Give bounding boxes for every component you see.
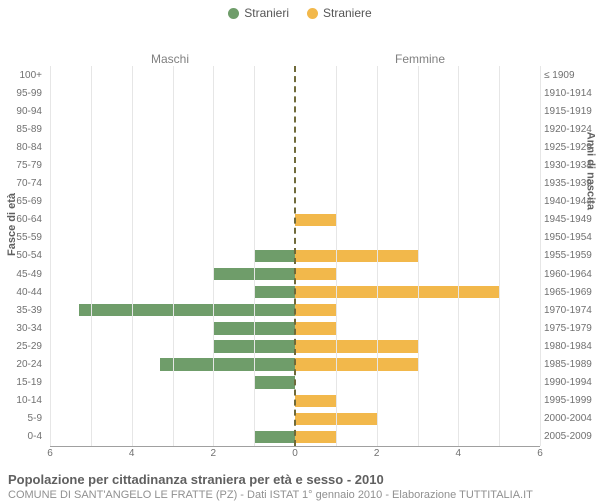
swatch-female <box>307 8 318 19</box>
bar-male <box>79 304 295 316</box>
x-axis-ticks: 6 4 2 0 2 4 6 <box>50 448 540 462</box>
bar-female <box>295 395 336 407</box>
bar-female <box>295 250 418 262</box>
y-label-age: 55-59 <box>0 229 46 247</box>
legend-item-male: Stranieri <box>228 6 289 20</box>
y-label-birth: 1970-1974 <box>540 301 596 319</box>
legend: Stranieri Straniere <box>0 0 600 20</box>
y-label-age: 25-29 <box>0 337 46 355</box>
y-label-birth: 1985-1989 <box>540 356 596 374</box>
swatch-male <box>228 8 239 19</box>
bar-female <box>295 340 418 352</box>
grid-line <box>91 66 92 446</box>
y-label-age: 70-74 <box>0 175 46 193</box>
x-tick-label: 4 <box>129 448 135 459</box>
y-label-birth: 1925-1929 <box>540 138 596 156</box>
plot-area <box>50 66 540 447</box>
y-label-age: 10-14 <box>0 392 46 410</box>
y-label-birth: 1975-1979 <box>540 319 596 337</box>
y-label-age: 90-94 <box>0 102 46 120</box>
y-label-birth: 1920-1924 <box>540 120 596 138</box>
y-label-birth: 2000-2004 <box>540 410 596 428</box>
x-tick-label: 0 <box>292 448 298 459</box>
y-label-age: 50-54 <box>0 247 46 265</box>
y-label-birth: 2005-2009 <box>540 428 596 446</box>
grid-line <box>458 66 459 446</box>
bar-female <box>295 431 336 443</box>
y-label-age: 80-84 <box>0 138 46 156</box>
y-label-age: 85-89 <box>0 120 46 138</box>
grid-line <box>213 66 214 446</box>
y-label-age: 30-34 <box>0 319 46 337</box>
bar-male <box>254 431 295 443</box>
y-label-age: 45-49 <box>0 265 46 283</box>
y-label-age: 60-64 <box>0 211 46 229</box>
x-tick-label: 2 <box>211 448 217 459</box>
y-label-birth: 1995-1999 <box>540 392 596 410</box>
y-label-birth: 1960-1964 <box>540 265 596 283</box>
x-tick-label: 6 <box>47 448 53 459</box>
grid-line <box>499 66 500 446</box>
grid-line <box>418 66 419 446</box>
grid-line <box>173 66 174 446</box>
legend-item-female: Straniere <box>307 6 372 20</box>
y-label-birth: 1990-1994 <box>540 374 596 392</box>
bar-female <box>295 286 499 298</box>
bar-male <box>254 376 295 388</box>
y-label-age: 0-4 <box>0 428 46 446</box>
bar-male <box>160 358 295 370</box>
y-label-birth: 1910-1914 <box>540 84 596 102</box>
grid-line <box>50 66 51 446</box>
bar-male <box>254 286 295 298</box>
footer-subtitle: COMUNE DI SANT'ANGELO LE FRATTE (PZ) - D… <box>8 489 592 501</box>
center-line <box>294 66 296 446</box>
bar-male <box>254 250 295 262</box>
grid-line <box>540 66 541 446</box>
grid-line <box>336 66 337 446</box>
y-label-birth: 1945-1949 <box>540 211 596 229</box>
y-labels-age: 100+95-9990-9485-8980-8475-7970-7465-696… <box>0 66 46 446</box>
bar-female <box>295 304 336 316</box>
footer-title: Popolazione per cittadinanza straniera p… <box>8 472 592 487</box>
y-label-age: 95-99 <box>0 84 46 102</box>
side-title-female: Femmine <box>300 52 540 66</box>
y-label-age: 35-39 <box>0 301 46 319</box>
y-label-birth: 1980-1984 <box>540 337 596 355</box>
legend-label-male: Stranieri <box>244 6 289 20</box>
bar-female <box>295 358 418 370</box>
grid-line <box>132 66 133 446</box>
y-labels-birth: ≤ 19091910-19141915-19191920-19241925-19… <box>540 66 596 446</box>
bar-female <box>295 214 336 226</box>
y-label-birth: 1915-1919 <box>540 102 596 120</box>
y-label-age: 65-69 <box>0 193 46 211</box>
bar-female <box>295 268 336 280</box>
chart-footer: Popolazione per cittadinanza straniera p… <box>8 472 592 501</box>
y-label-birth: 1930-1934 <box>540 156 596 174</box>
y-label-birth: 1950-1954 <box>540 229 596 247</box>
y-label-age: 5-9 <box>0 410 46 428</box>
y-label-age: 75-79 <box>0 156 46 174</box>
legend-label-female: Straniere <box>323 6 372 20</box>
x-tick-label: 2 <box>374 448 380 459</box>
y-label-age: 15-19 <box>0 374 46 392</box>
grid-line <box>377 66 378 446</box>
y-label-birth: 1955-1959 <box>540 247 596 265</box>
x-tick-label: 6 <box>537 448 543 459</box>
side-title-male: Maschi <box>50 52 290 66</box>
y-label-age: 20-24 <box>0 356 46 374</box>
x-tick-label: 4 <box>456 448 462 459</box>
y-label-birth: 1965-1969 <box>540 283 596 301</box>
grid-line <box>254 66 255 446</box>
y-label-birth: 1940-1944 <box>540 193 596 211</box>
y-label-birth: ≤ 1909 <box>540 66 596 84</box>
bar-female <box>295 322 336 334</box>
y-label-birth: 1935-1939 <box>540 175 596 193</box>
y-label-age: 100+ <box>0 66 46 84</box>
y-label-age: 40-44 <box>0 283 46 301</box>
